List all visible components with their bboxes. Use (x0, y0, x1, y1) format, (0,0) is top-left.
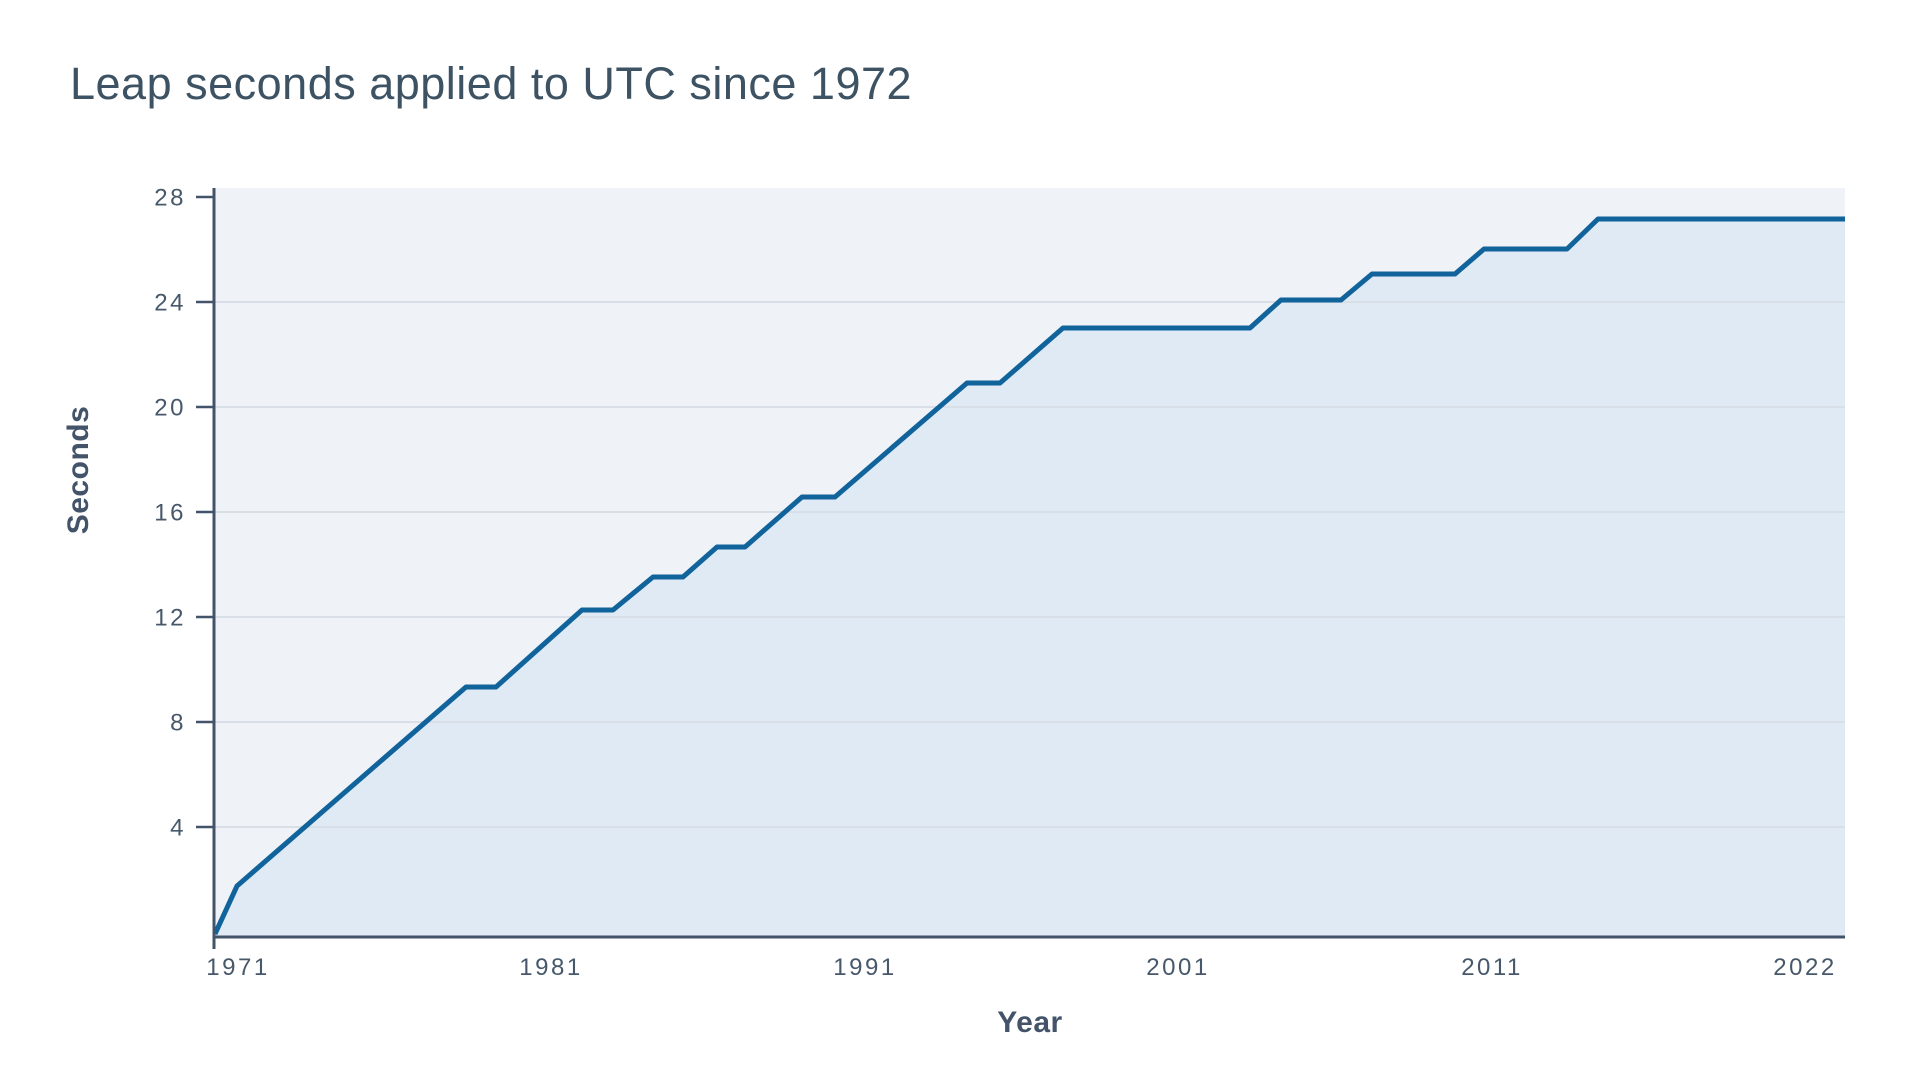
y-tick-label: 8 (170, 710, 186, 737)
y-tick-label: 24 (154, 290, 186, 317)
y-tick-label: 28 (154, 185, 186, 212)
x-tick-label: 2001 (1146, 954, 1209, 981)
x-tick-label: 2022 (1773, 954, 1836, 981)
y-tick-label: 16 (154, 500, 186, 527)
y-tick-label: 12 (154, 605, 186, 632)
x-axis-title: Year (997, 1006, 1062, 1039)
x-tick-label: 2011 (1461, 954, 1523, 981)
y-axis-title: Seconds (62, 406, 95, 535)
x-tick-label: 1981 (519, 954, 582, 981)
x-tick-label: 1971 (206, 954, 269, 981)
area-fill (215, 219, 1845, 937)
chart-title: Leap seconds applied to UTC since 1972 (70, 58, 913, 109)
data-line (212, 216, 1845, 936)
y-tick-label: 4 (170, 815, 186, 842)
y-tick-label: 20 (154, 395, 186, 422)
x-tick-label: 1991 (833, 954, 896, 981)
